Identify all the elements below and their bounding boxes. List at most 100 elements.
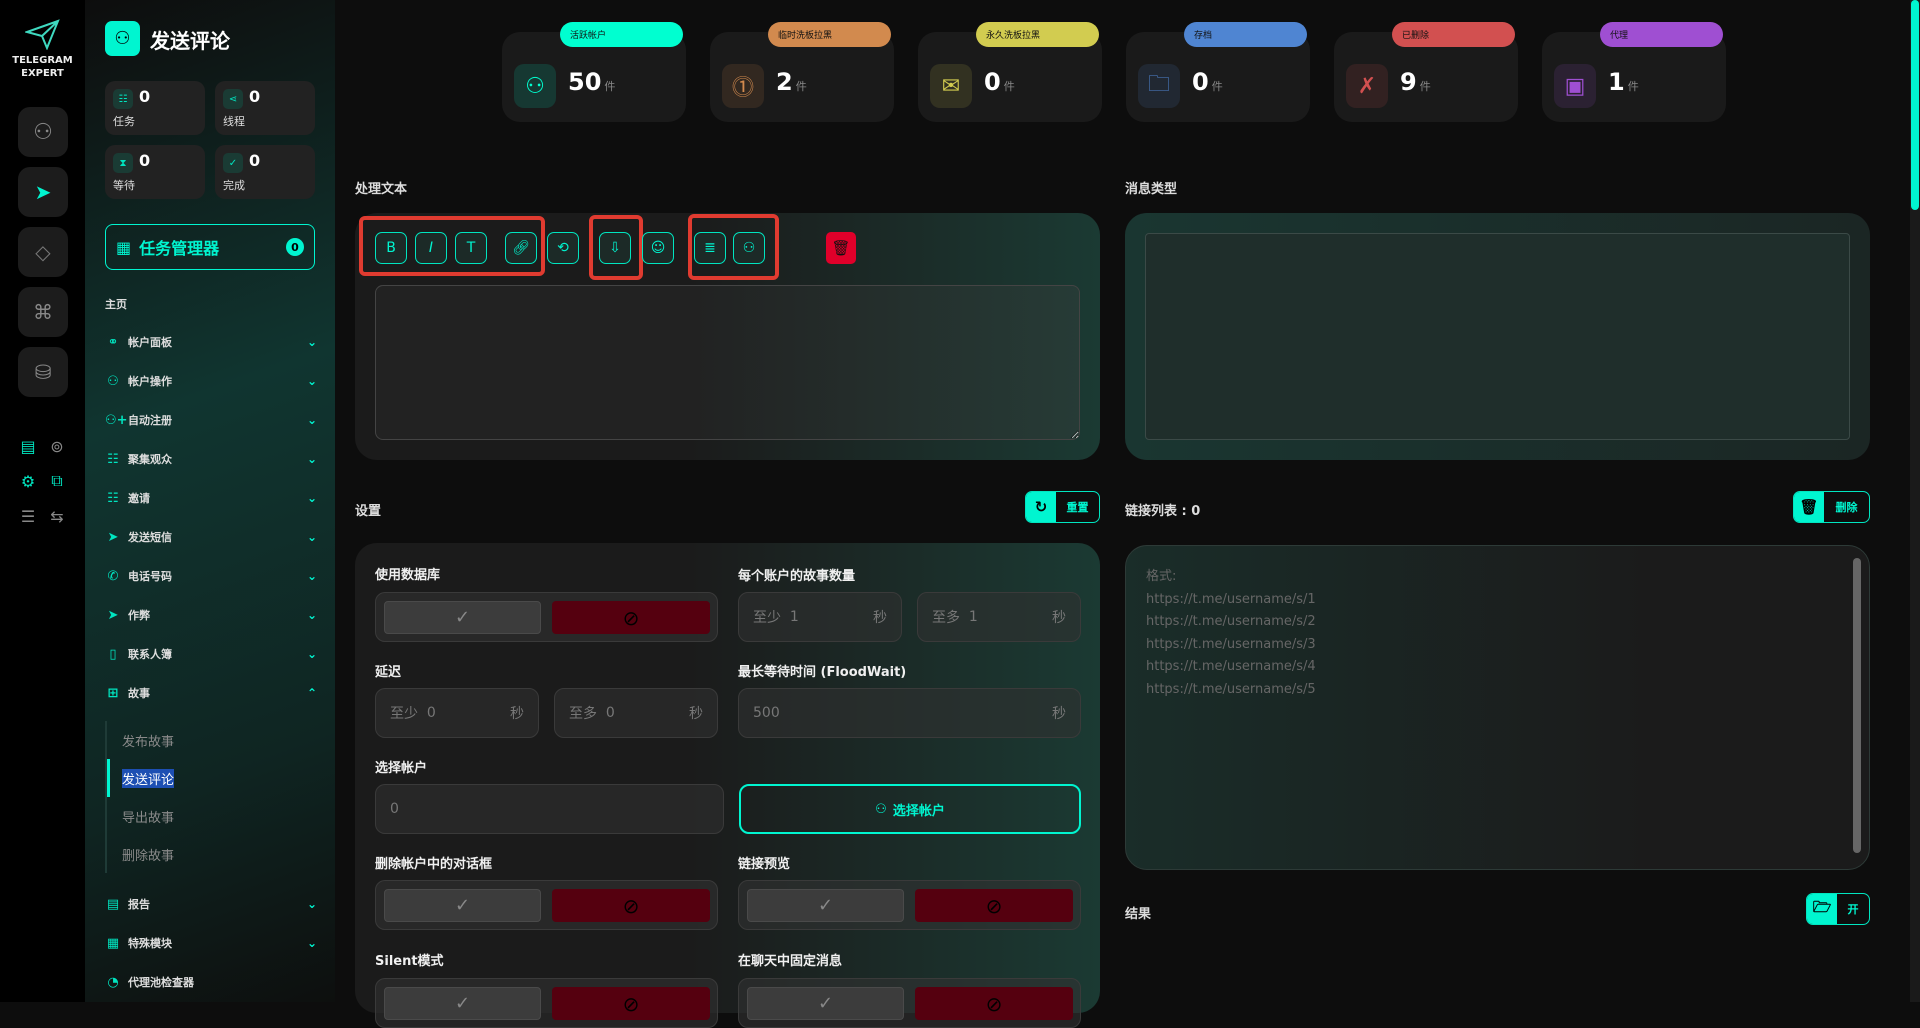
text-format-button[interactable]: ≣ [694,232,726,264]
toggle-off-button[interactable]: ⊘ [552,987,710,1020]
toggle-on-button[interactable]: ✓ [747,987,904,1020]
sidebar-item-accounts-panel[interactable]: ⚭ 帐户面板 ⌄ [105,330,317,354]
delete-links-button[interactable]: 🗑︎ 删除 [1793,491,1870,523]
status-card[interactable]: 已删除 ✗ 9 件 [1334,22,1518,122]
chevron-down-icon: ⌄ [306,608,317,622]
toggle-off-button[interactable]: ⊘ [915,987,1073,1020]
submenu-item[interactable]: 发送评论 [122,769,175,788]
max-label: 至多 [569,706,597,722]
rail-database-button[interactable]: ⛁ [18,347,68,397]
hourglass-icon: ⧗ [113,153,133,173]
status-card[interactable]: 存档 🗀︎ 0 件 [1126,22,1310,122]
page-title: 发送评论 [150,29,230,53]
sidebar-item-label: 故事 [128,687,150,700]
file-download-button[interactable]: ⇩ [599,232,631,264]
sidebar-item-account-ops[interactable]: ⚇ 帐户操作 ⌄ [105,369,317,393]
toggle-on-button[interactable]: ✓ [384,601,541,634]
checklist-icon[interactable]: ☰ [20,506,36,526]
status-card[interactable]: 代理 ▣ 1 件 [1542,22,1726,122]
delay-min-input[interactable]: 至少 0 秒 [375,688,539,738]
toggle-off-button[interactable]: ⊘ [552,889,710,922]
message-type-title: 消息类型 [1125,182,1178,197]
toggle-off-button[interactable]: ⊘ [552,601,710,634]
link-button[interactable]: 🔗︎ [505,232,537,264]
stories-max-input[interactable]: 至多 1 秒 [917,592,1081,642]
toggle-on-button[interactable]: ✓ [384,987,541,1020]
message-type-box[interactable] [1145,233,1850,440]
rail-command-button[interactable]: ⌘ [18,287,68,337]
submenu-item[interactable]: 导出故事 [122,811,175,826]
status-card-label: 代理 [1600,22,1723,47]
toggle-on-button[interactable]: ✓ [747,889,904,922]
server-check-icon[interactable]: ▤ [20,436,36,456]
rail-send-button[interactable]: ➤ [18,167,68,217]
unit-label: 秒 [510,706,524,722]
chevron-down-icon: ⌄ [306,936,317,950]
swap-icon[interactable]: ⇆ [50,506,64,526]
reset-button[interactable]: ↻ 重置 [1025,491,1100,523]
clear-text-button[interactable]: 🗑︎ [826,232,856,264]
sidebar-item-invite[interactable]: ☷ 邀请 ⌄ [105,486,317,510]
status-card-label: 已删除 [1392,22,1515,47]
highlight-box [589,215,643,280]
submenu-item[interactable]: 删除故事 [122,849,175,864]
open-result-button[interactable]: 🗁︎ 开 [1806,893,1870,925]
selected-accounts-input[interactable]: 0 [375,784,724,834]
text-section-title: 处理文本 [355,182,408,197]
warning-icon: ⓵ [722,64,764,108]
text-icon: T [466,240,476,256]
user-network-icon[interactable]: ⊚ [50,436,64,456]
task-manager-button[interactable]: ▦ 任务管理器 0 [105,224,315,270]
sidebar-item-proxy-checker[interactable]: ◔ 代理池检查器 [105,970,317,994]
bot-button[interactable]: ☺ [642,232,674,264]
stat-threads: ⋖ 0 线程 [215,81,315,135]
result-title: 结果 [1125,907,1152,922]
page-scrollbar-thumb[interactable] [1911,0,1919,210]
sidebar-item-stories[interactable]: ⊞ 故事 ⌃ [105,681,317,705]
rail-premium-button[interactable]: ◇ [18,227,68,277]
status-card[interactable]: 临时洗板拉黑 ⓵ 2 件 [710,22,894,122]
rail-accounts-button[interactable]: ⚇ [18,107,68,157]
status-card-label: 临时洗板拉黑 [768,22,891,47]
message-textarea[interactable] [375,285,1080,440]
code-window-icon[interactable]: ⧉ [51,471,63,490]
sidebar-item-special-modules[interactable]: ▦ 特殊模块 ⌄ [105,931,317,955]
status-card[interactable]: 活跃帐户 ⚇ 50 件 [502,22,686,122]
chevron-up-icon: ⌃ [306,686,317,700]
bold-button[interactable]: B [375,232,407,264]
highlight-box [359,216,545,276]
sidebar-item-report[interactable]: ▤ 报告 ⌄ [105,892,317,916]
sidebar-item-cheat[interactable]: ➤ 作弊 ⌄ [105,603,317,627]
page-scrollbar[interactable] [1910,0,1920,1002]
toggle-off-button[interactable]: ⊘ [915,889,1073,922]
ban-icon: ⊘ [985,893,1003,918]
floodwait-input[interactable]: 500 秒 [738,688,1081,738]
toggle-on-button[interactable]: ✓ [384,889,541,922]
repeat-button[interactable]: ⟲ [547,232,579,264]
status-card[interactable]: 永久洗板拉黑 ✉ 0 件 [918,22,1102,122]
pin-message-toggle: ✓ ⊘ [738,978,1081,1028]
sidebar-item-contacts[interactable]: ▯ 联系人簿 ⌄ [105,642,317,666]
mention-user-button[interactable]: ⚇ [733,232,765,264]
pin-message-label: 在聊天中固定消息 [738,954,843,969]
link-list-scrollbar[interactable] [1853,558,1861,853]
max-label: 至多 [932,610,960,626]
sidebar-item-phone-numbers[interactable]: ✆ 电话号码 ⌄ [105,564,317,588]
cheat-icon: ➤ [107,607,119,623]
submenu-item[interactable]: 发布故事 [122,735,175,750]
text-button[interactable]: T [455,232,487,264]
use-db-label: 使用数据库 [375,568,441,583]
stories-min-input[interactable]: 至少 1 秒 [738,592,902,642]
sidebar-item-auto-register[interactable]: ⚇+ 自动注册 ⌄ [105,408,317,432]
select-account-button[interactable]: ⚇ 选择帐户 [739,784,1081,834]
link-list-textarea[interactable]: 格式: https://t.me/username/s/1 https://t.me… [1125,545,1870,870]
check-icon: ✓ [454,993,471,1014]
settings-icon[interactable]: ⚙ [20,471,36,491]
sidebar-item-send-sms[interactable]: ➤ 发送短信 ⌄ [105,525,317,549]
sidebar-item-gather-audience[interactable]: ☷ 聚集观众 ⌄ [105,447,317,471]
delay-max-input[interactable]: 至多 0 秒 [554,688,718,738]
submenu-line [105,721,107,873]
italic-button[interactable]: I [415,232,447,264]
